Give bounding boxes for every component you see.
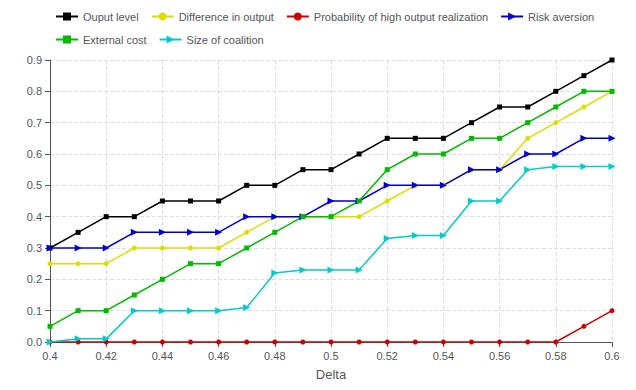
svg-text:0.58: 0.58 [545,350,566,362]
svg-text:Difference in output: Difference in output [179,11,274,23]
svg-text:Risk aversion: Risk aversion [528,11,594,23]
svg-text:0.4: 0.4 [42,350,57,362]
svg-text:0.42: 0.42 [95,350,116,362]
svg-text:Ouput level: Ouput level [83,11,139,23]
svg-text:0.7: 0.7 [27,117,42,129]
svg-text:0.9: 0.9 [27,54,42,66]
svg-text:0.54: 0.54 [433,350,454,362]
svg-text:0.3: 0.3 [27,242,42,254]
svg-text:External cost: External cost [83,34,147,46]
svg-text:0.5: 0.5 [27,179,42,191]
svg-text:0.56: 0.56 [489,350,510,362]
svg-text:0.44: 0.44 [152,350,173,362]
svg-text:0.5: 0.5 [323,350,338,362]
svg-text:Probability of high output rea: Probability of high output realization [314,11,488,23]
svg-text:0.48: 0.48 [264,350,285,362]
svg-text:0.8: 0.8 [27,85,42,97]
svg-text:Delta: Delta [316,367,347,382]
svg-text:Size of coalition: Size of coalition [187,34,264,46]
svg-text:0.46: 0.46 [208,350,229,362]
svg-text:0.6: 0.6 [604,350,619,362]
svg-text:0.4: 0.4 [27,211,42,223]
svg-text:0.0: 0.0 [27,336,42,348]
svg-text:0.6: 0.6 [27,148,42,160]
svg-text:0.2: 0.2 [27,273,42,285]
svg-text:0.52: 0.52 [376,350,397,362]
svg-text:0.1: 0.1 [27,305,42,317]
